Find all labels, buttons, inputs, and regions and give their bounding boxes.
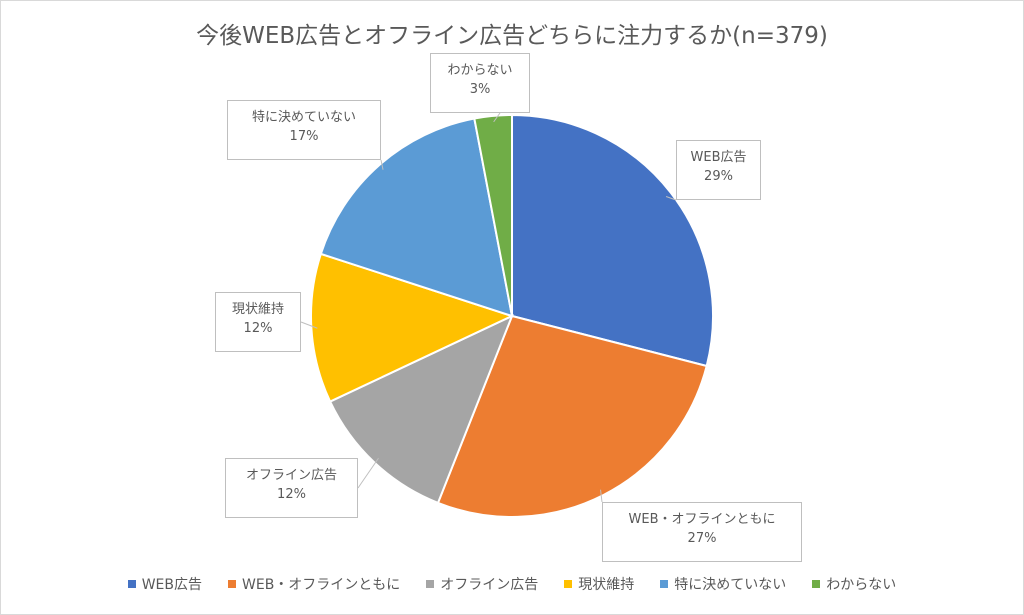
data-label-value: 3%	[469, 82, 491, 97]
data-label-category: 特に決めていない	[251, 110, 356, 125]
legend-item-6: わからない	[812, 574, 896, 594]
legend-swatch	[228, 580, 236, 588]
data-label-category: WEB広告	[690, 150, 747, 165]
pie-slice-6	[473, 113, 513, 317]
data-label-value: 12%	[277, 487, 306, 502]
legend-label: WEB・オフラインともに	[242, 577, 401, 593]
data-label-category: わからない	[447, 63, 513, 78]
legend-item-2: WEB・オフラインともに	[228, 574, 400, 594]
data-label-value: 17%	[289, 129, 319, 144]
data-label-category: WEB・オフラインともに	[628, 512, 776, 527]
legend-item-3: オフライン広告	[426, 574, 538, 594]
legend-label: WEB広告	[141, 577, 202, 593]
pie-slice-2	[436, 314, 708, 518]
pie-slice-3	[328, 314, 514, 505]
data-label-category: オフライン広告	[245, 468, 337, 483]
data-label-value: 27%	[687, 531, 717, 546]
leader-line-3	[357, 457, 379, 489]
legend-swatch	[426, 580, 435, 588]
legend-item-5: 特に決めていない	[660, 574, 786, 594]
leader-line-1	[665, 196, 677, 201]
leader-line-4	[300, 321, 318, 329]
leader-line-2	[600, 489, 603, 503]
chart-title: 今後WEB広告とオフライン広告どちらに注力するか(n=379)	[196, 23, 828, 49]
legend-swatch	[812, 580, 821, 588]
data-label-5: 特に決めていない 17%	[227, 100, 381, 160]
legend-item-1: WEB広告	[127, 574, 202, 594]
legend-label: 特に決めていない	[674, 577, 787, 593]
legend-swatch	[127, 580, 136, 588]
legend-label: オフライン広告	[440, 577, 539, 593]
legend-item-4: 現状維持	[564, 574, 634, 594]
data-label-2: WEB・オフラインともに 27%	[602, 502, 802, 562]
data-label-value: 29%	[704, 169, 733, 184]
legend-label: 現状維持	[578, 577, 635, 593]
data-label-3: オフライン広告 12%	[225, 458, 358, 518]
pie-slice-4	[310, 252, 515, 403]
leader-line-5	[380, 159, 384, 170]
legend-swatch	[564, 580, 573, 588]
legend-label: わからない	[826, 577, 897, 593]
legend: WEB広告 WEB・オフラインともに オフライン広告 現状維持 特に決めていない わからな…	[0, 572, 1024, 596]
data-label-value: 12%	[243, 321, 273, 336]
pie-slice-5	[319, 117, 514, 318]
data-label-1: WEB広告 29%	[676, 140, 761, 200]
data-label-4: 現状維持 12%	[215, 292, 301, 352]
data-label-6: わからない 3%	[430, 53, 530, 113]
legend-swatch	[660, 580, 669, 588]
leader-line-6	[493, 112, 501, 123]
pie-slice-1	[511, 113, 714, 368]
data-label-category: 現状維持	[231, 302, 284, 317]
